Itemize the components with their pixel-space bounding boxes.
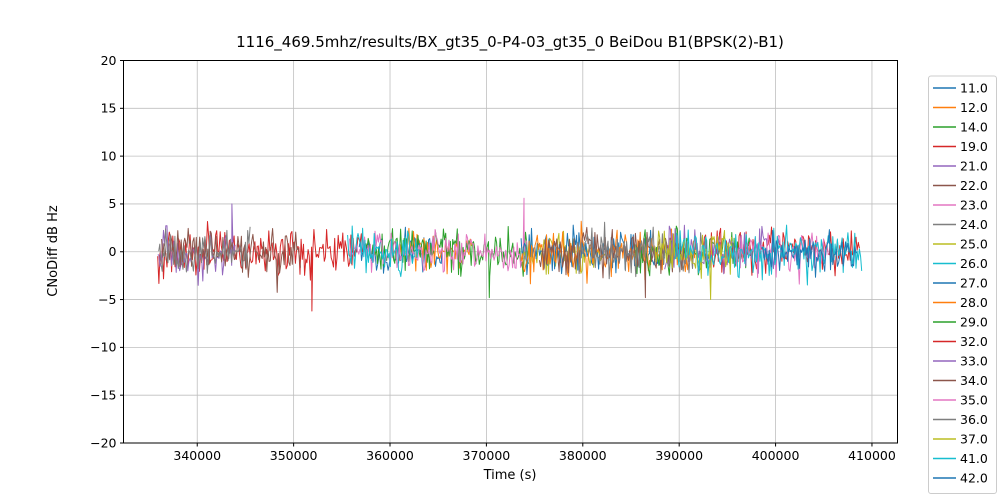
chart-title: 1116_469.5mhz/results/BX_gt35_0-P4-03_gt… [236,33,784,52]
legend-item: 28.0 [933,295,988,310]
y-axis-label: CNoDiff dB Hz [46,205,61,297]
y-tick-label: −15 [90,387,116,402]
y-tick-label: 5 [109,196,117,211]
x-tick-label: 390000 [655,448,703,463]
legend-label: 11.0 [960,80,988,95]
legend-label: 34.0 [960,373,988,388]
x-tick-label: 380000 [559,448,607,463]
legend-label: 25.0 [960,236,988,251]
legend-item: 37.0 [933,431,988,446]
legend-label: 41.0 [960,451,988,466]
legend-item: 36.0 [933,412,988,427]
series-lines [157,197,863,312]
legend-item: 42.0 [933,470,988,485]
legend-label: 12.0 [960,100,988,115]
legend-item: 21.0 [933,158,988,173]
legend-item: 25.0 [933,236,988,251]
legend-label: 36.0 [960,412,988,427]
series-line-42.0 [761,229,858,278]
legend-label: 29.0 [960,314,988,329]
series-line-23.0 [349,197,527,273]
y-tick-label: 10 [101,148,117,163]
series-line-36.0 [577,221,704,280]
y-tick-label: 15 [101,101,117,116]
legend-box [928,75,997,494]
legend-label: 14.0 [960,119,988,134]
series-line-24.0 [158,226,251,274]
legend-item: 33.0 [933,353,988,368]
legend-item: 35.0 [933,392,988,407]
legend-label: 32.0 [960,334,988,349]
legend-label: 33.0 [960,353,988,368]
legend-item: 12.0 [933,100,988,115]
legend-label: 42.0 [960,470,988,485]
legend-item: 14.0 [933,119,988,134]
legend-item: 19.0 [933,139,988,154]
legend-label: 21.0 [960,158,988,173]
y-tick-label: 0 [109,244,117,259]
legend-item: 26.0 [933,256,988,271]
legend-label: 24.0 [960,217,988,232]
x-tick-label: 360000 [366,448,414,463]
x-tick-label: 400000 [752,448,800,463]
y-tick-label: −20 [90,435,116,450]
y-tick-label: −10 [90,340,116,355]
x-tick-label: 340000 [173,448,221,463]
series-line-33.0 [664,224,781,275]
legend-item: 32.0 [933,334,988,349]
legend-label: 23.0 [960,197,988,212]
legend-item: 27.0 [933,275,988,290]
legend-item: 22.0 [933,178,988,193]
legend-label: 28.0 [960,295,988,310]
y-tick-label: −5 [98,292,116,307]
x-tick-label: 410000 [848,448,896,463]
legend-item: 23.0 [933,197,988,212]
legend-label: 19.0 [960,139,988,154]
x-axis-label: Time (s) [483,468,537,483]
legend: 11.0 12.0 14.0 19.0 21.0 22.0 23.0 24.0 25.0 26.0… [928,75,997,494]
legend-item: 34.0 [933,373,988,388]
legend-label: 37.0 [960,431,988,446]
legend-label: 22.0 [960,178,988,193]
legend-item: 41.0 [933,451,988,466]
x-tick-label: 350000 [270,448,318,463]
y-tick-label: 20 [101,53,117,68]
axis-ticks: 340000 350000 360000 370000 380000 390000 4000… [90,53,896,463]
legend-item: 29.0 [933,314,988,329]
series-line-26.0 [347,225,419,278]
legend-label: 35.0 [960,392,988,407]
series-line-41.0 [674,224,863,286]
series-line-37.0 [654,230,732,300]
x-tick-label: 370000 [463,448,511,463]
legend-label: 26.0 [960,256,988,271]
legend-label: 27.0 [960,275,988,290]
legend-item: 24.0 [933,217,988,232]
legend-item: 11.0 [933,80,988,95]
